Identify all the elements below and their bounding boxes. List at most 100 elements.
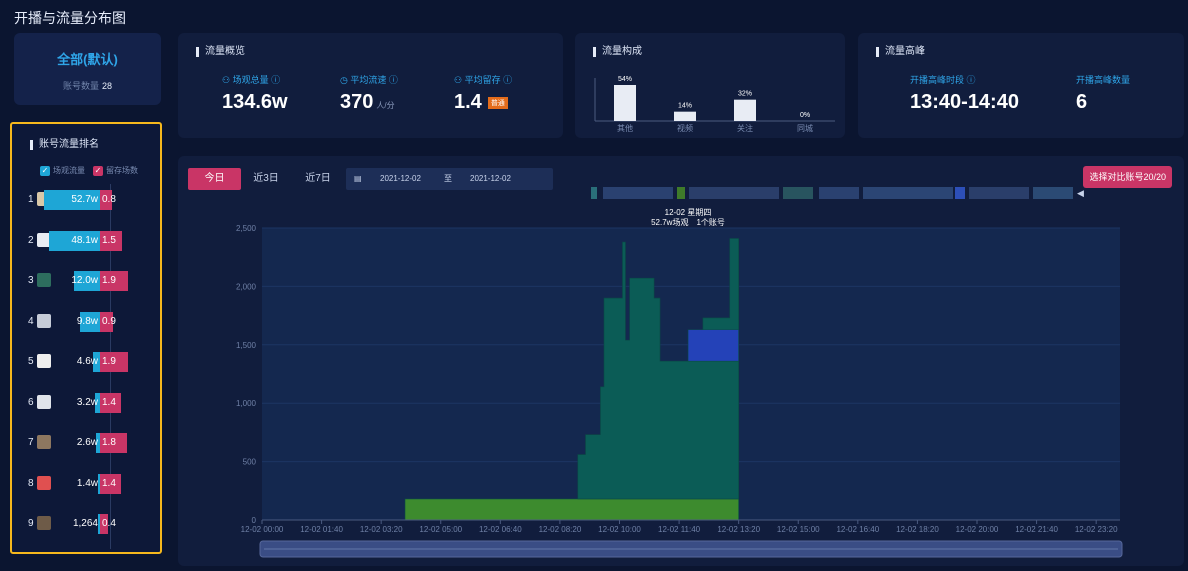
views-value: 9.8w [76, 315, 98, 327]
account-thumbnail[interactable] [603, 187, 673, 199]
composition-title: 流量构成 [593, 47, 642, 57]
legend-views[interactable]: ✓ 场观流量 [40, 165, 85, 176]
stat-value: 13:40-14:40 [910, 91, 1019, 113]
traffic-composition-panel: 流量构成 54% 其他 14% 视频 32% 关注 0% 同城 [575, 33, 845, 138]
account-thumbnail[interactable] [689, 187, 779, 199]
page-title: 开播与流量分布图 [14, 10, 126, 26]
ranking-row[interactable]: 8 1.4w 1.4 [28, 473, 158, 494]
ranking-row[interactable]: 4 9.8w 0.9 [28, 311, 158, 332]
account-avatar [37, 273, 51, 287]
peak-title: 流量高峰 [876, 47, 925, 57]
stat-value: 134.6w [222, 91, 288, 113]
stat-value: 6 [1076, 91, 1088, 113]
stat-avg-speed: ◷ 平均流速 ⓘ 370 人/分 [340, 73, 398, 114]
main-chart-panel: 今日 近3日 近7日 ▤ 2021-12-02 至 2021-12-02 选择对… [178, 156, 1184, 566]
stat-value: 370 人/分 [340, 91, 395, 113]
x-tick-label: 12-02 01:40 [300, 525, 343, 534]
traffic-area-series [404, 498, 739, 521]
account-thumbnail[interactable] [819, 187, 859, 199]
account-thumbnail[interactable] [863, 187, 953, 199]
ranking-row[interactable]: 6 3.2w 1.4 [28, 392, 158, 413]
rank-number: 3 [28, 275, 34, 286]
all-accounts-label[interactable]: 全部(默认) [57, 52, 118, 67]
account-thumbnail[interactable] [677, 187, 685, 199]
x-tick-label: 12-02 10:00 [598, 525, 641, 534]
legend-views-label: 场观流量 [53, 166, 85, 175]
account-avatar [37, 475, 51, 490]
checkbox-checked-icon[interactable]: ✓ [93, 165, 103, 176]
account-thumbnail[interactable] [783, 187, 813, 199]
stat-label: 开播高峰数量 [1076, 75, 1131, 85]
account-thumbnail[interactable] [591, 187, 597, 199]
account-count: 账号数量 28 [14, 79, 161, 92]
views-value: 1.4w [76, 477, 98, 489]
sessions-bar [100, 230, 123, 251]
views-value: 12.0w [71, 275, 98, 286]
date-range-picker[interactable]: ▤ 2021-12-02 至 2021-12-02 [346, 168, 553, 190]
views-value: 1,264 [72, 518, 98, 529]
sessions-value: 1.4 [102, 477, 116, 489]
date-from[interactable]: 2021-12-02 [380, 174, 421, 183]
views-value: 48.1w [71, 234, 98, 246]
sessions-bar [100, 352, 128, 372]
sessions-bar [100, 311, 114, 332]
views-bar [94, 392, 100, 413]
ranking-row[interactable]: 5 4.6w 1.9 [28, 352, 158, 372]
composition-category-label: 关注 [737, 123, 753, 133]
compare-accounts-button[interactable]: 选择对比账号20/20 [1083, 166, 1172, 188]
sessions-bar [100, 433, 127, 453]
ranking-row[interactable]: 3 12.0w 1.9 [28, 271, 158, 291]
stat-value: 1.4 普通 [454, 91, 512, 114]
y-tick-label: 1,500 [236, 341, 257, 350]
stat-avg-retention: ⚇ 平均留存 ⓘ 1.4 普通 [454, 73, 512, 114]
chevron-left-icon[interactable]: ◀ [1077, 188, 1084, 198]
rank-number: 6 [28, 396, 34, 408]
x-tick-label: 12-02 13:20 [717, 525, 760, 534]
checkbox-checked-icon[interactable]: ✓ [40, 165, 50, 176]
legend-sessions[interactable]: ✓ 留存场数 [93, 165, 138, 176]
x-tick-label: 12-02 18:20 [896, 525, 939, 534]
tab-today[interactable]: 今日 [188, 168, 241, 190]
tooltip-summary: 52.7w场观 1个账号 [651, 218, 725, 227]
x-tick-label: 12-02 11:40 [658, 525, 701, 534]
views-value: 52.7w [71, 194, 98, 205]
help-icon[interactable]: ⓘ [388, 75, 398, 85]
sessions-value: 1.5 [102, 234, 116, 246]
tooltip-date: 12-02 星期四 [664, 208, 712, 217]
help-icon[interactable]: ⓘ [271, 75, 281, 85]
sessions-value: 0.9 [102, 315, 116, 327]
account-thumbnail[interactable] [969, 187, 1029, 199]
composition-value-label: 0% [800, 112, 810, 119]
tab-3days[interactable]: 近3日 [253, 173, 279, 184]
account-thumbnail-strip[interactable]: ◀ [591, 187, 1091, 199]
ranking-row[interactable]: 1 52.7w 0.8 [28, 190, 158, 210]
ranking-title: 账号流量排名 [30, 140, 99, 150]
ranking-row[interactable]: 9 1,264 0.4 [28, 514, 158, 534]
help-icon[interactable]: ⓘ [966, 75, 976, 85]
ranking-legend: ✓ 场观流量 ✓ 留存场数 [40, 165, 138, 176]
y-tick-label: 2,500 [236, 224, 257, 233]
clock-icon: ◷ [340, 75, 351, 85]
ranking-row[interactable]: 2 48.1w 1.5 [28, 230, 158, 251]
ranking-row[interactable]: 7 2.6w 1.8 [28, 433, 158, 453]
y-tick-label: 500 [243, 458, 257, 467]
account-thumbnail[interactable] [955, 187, 965, 199]
legend-sessions-label: 留存场数 [106, 166, 138, 175]
composition-bar [734, 99, 756, 121]
account-summary-card[interactable]: 全部(默认) 账号数量 28 [14, 33, 161, 105]
x-tick-label: 12-02 06:40 [479, 525, 522, 534]
views-bar [73, 271, 100, 291]
account-avatar [37, 516, 51, 530]
account-thumbnail[interactable] [1033, 187, 1073, 199]
sessions-value: 0.8 [102, 194, 116, 205]
y-tick-label: 1,000 [236, 399, 257, 408]
composition-category-label: 同城 [797, 124, 813, 133]
rank-number: 4 [28, 315, 34, 327]
tab-7days[interactable]: 近7日 [305, 173, 331, 184]
composition-category-label: 视频 [677, 123, 693, 133]
sessions-value: 1.9 [102, 356, 116, 367]
views-bar [49, 230, 100, 251]
help-icon[interactable]: ⓘ [503, 75, 513, 85]
date-to[interactable]: 2021-12-02 [470, 174, 511, 183]
stat-label: ◷ 平均流速 ⓘ [340, 75, 398, 85]
